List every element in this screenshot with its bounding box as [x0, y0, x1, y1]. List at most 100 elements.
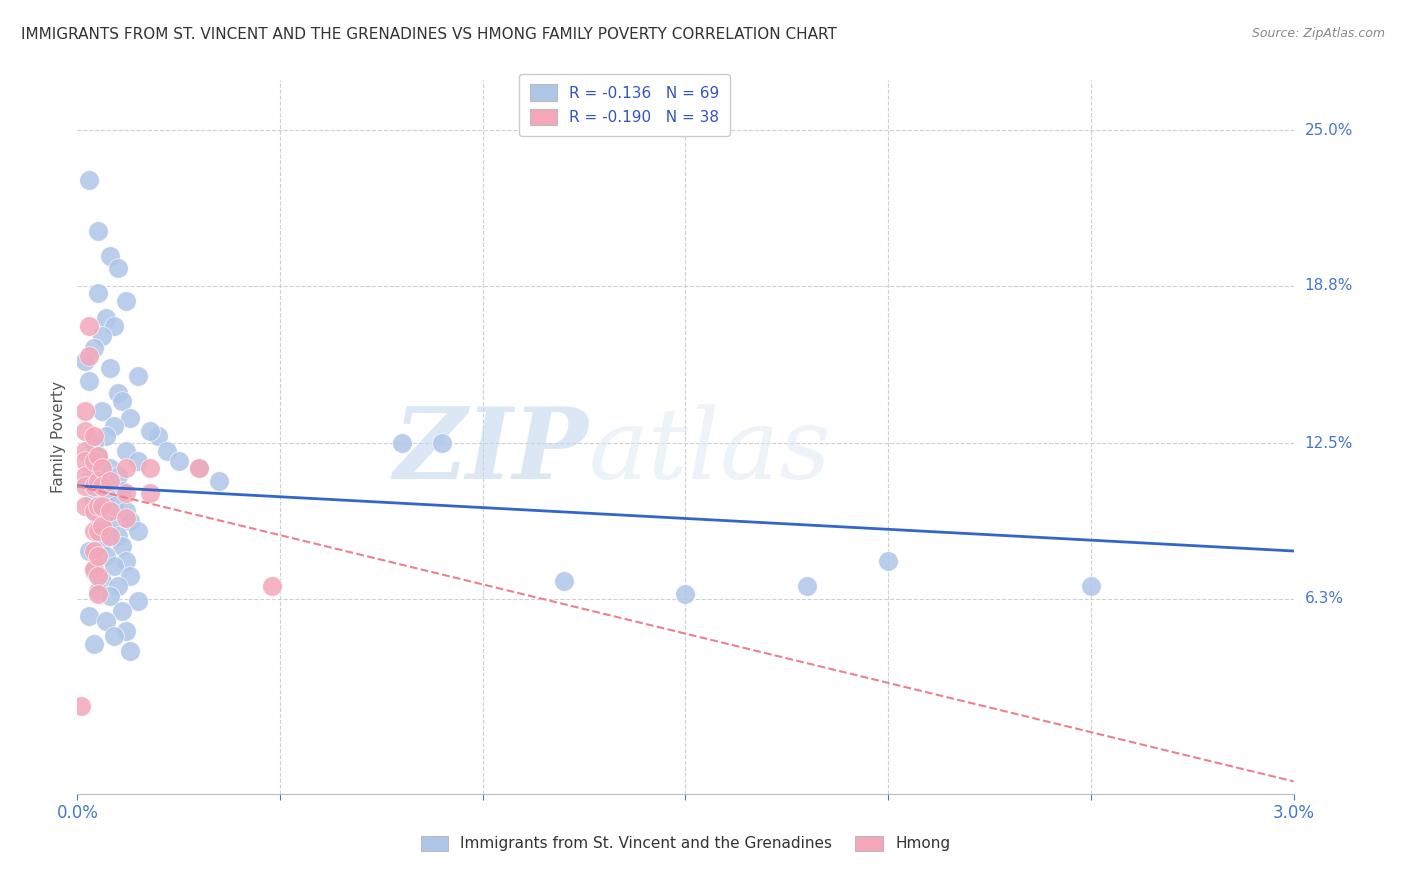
Point: [107, 469, 129, 483]
Point: [90, 574, 112, 588]
Point: [86, 474, 108, 488]
Point: [260, 579, 283, 593]
Point: [188, 461, 211, 475]
Point: [83, 544, 105, 558]
Point: [139, 461, 162, 475]
Point: [90, 479, 112, 493]
Point: [86, 586, 108, 600]
Point: [118, 514, 141, 528]
Point: [86, 223, 108, 237]
Point: [75, 454, 97, 468]
Text: atlas: atlas: [588, 404, 831, 499]
Point: [79, 544, 101, 558]
Text: Source: ZipAtlas.com: Source: ZipAtlas.com: [1251, 27, 1385, 40]
Point: [90, 519, 112, 533]
Point: [75, 353, 97, 368]
Point: [111, 604, 134, 618]
Point: [796, 579, 818, 593]
Point: [83, 504, 105, 518]
Point: [188, 461, 211, 475]
Point: [115, 511, 138, 525]
Point: [877, 554, 900, 568]
Point: [75, 469, 97, 483]
Point: [111, 393, 134, 408]
Point: [103, 318, 125, 333]
Text: 25.0%: 25.0%: [1305, 123, 1353, 138]
Point: [103, 499, 125, 513]
Point: [83, 494, 105, 508]
Point: [79, 349, 101, 363]
Point: [115, 293, 138, 308]
Point: [148, 429, 170, 443]
Point: [94, 429, 117, 443]
Point: [115, 443, 138, 458]
Point: [83, 561, 105, 575]
Point: [127, 594, 149, 608]
Point: [94, 489, 117, 503]
Point: [86, 508, 108, 523]
Point: [208, 474, 231, 488]
Point: [139, 424, 162, 438]
Point: [107, 579, 129, 593]
Point: [94, 311, 117, 326]
Point: [79, 609, 101, 624]
Point: [90, 479, 112, 493]
Point: [167, 454, 190, 468]
Point: [86, 449, 108, 463]
Point: [675, 586, 697, 600]
Legend: Immigrants from St. Vincent and the Grenadines, Hmong: Immigrants from St. Vincent and the Gren…: [415, 830, 956, 857]
Text: 6.3%: 6.3%: [1305, 591, 1344, 606]
Point: [83, 429, 105, 443]
Point: [83, 479, 105, 493]
Point: [83, 524, 105, 538]
Point: [98, 248, 121, 262]
Point: [90, 461, 112, 475]
Point: [98, 474, 121, 488]
Point: [111, 483, 134, 498]
Point: [115, 554, 138, 568]
Point: [86, 524, 108, 538]
Point: [79, 374, 101, 388]
Point: [98, 504, 121, 518]
Point: [115, 624, 138, 639]
Point: [83, 341, 105, 355]
Point: [98, 519, 121, 533]
Point: [115, 461, 138, 475]
Point: [107, 529, 129, 543]
Point: [118, 411, 141, 425]
Point: [1080, 579, 1102, 593]
Point: [118, 569, 141, 583]
Point: [98, 461, 121, 475]
Point: [553, 574, 575, 588]
Point: [111, 539, 134, 553]
Point: [139, 486, 162, 500]
Text: 12.5%: 12.5%: [1305, 436, 1353, 450]
Point: [127, 524, 149, 538]
Point: [75, 499, 97, 513]
Point: [98, 529, 121, 543]
Point: [103, 418, 125, 433]
Point: [79, 318, 101, 333]
Point: [83, 564, 105, 578]
Point: [83, 436, 105, 450]
Point: [86, 549, 108, 563]
Point: [118, 644, 141, 658]
Point: [86, 286, 108, 301]
Point: [83, 637, 105, 651]
Text: IMMIGRANTS FROM ST. VINCENT AND THE GRENADINES VS HMONG FAMILY POVERTY CORRELATI: IMMIGRANTS FROM ST. VINCENT AND THE GREN…: [21, 27, 837, 42]
Point: [86, 569, 108, 583]
Point: [79, 173, 101, 187]
Point: [98, 361, 121, 376]
Point: [86, 499, 108, 513]
Text: 18.8%: 18.8%: [1305, 278, 1353, 293]
Point: [90, 404, 112, 418]
Point: [79, 474, 101, 488]
Point: [115, 504, 138, 518]
Point: [90, 533, 112, 548]
Point: [98, 589, 121, 603]
Point: [86, 584, 108, 599]
Text: ZIP: ZIP: [394, 403, 588, 500]
Point: [75, 443, 97, 458]
Point: [115, 486, 138, 500]
Point: [103, 559, 125, 574]
